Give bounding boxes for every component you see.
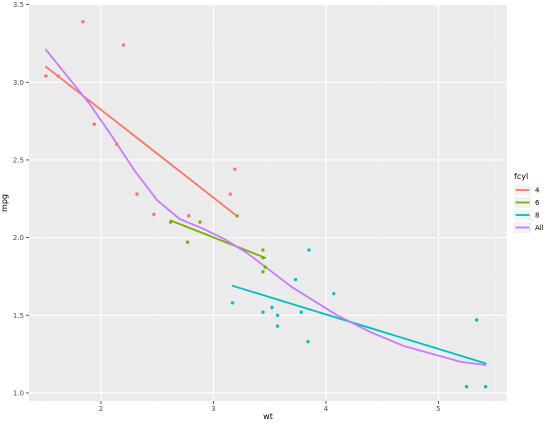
data-point-8 [261,310,265,314]
y-tick-label: 2.5 [13,156,24,164]
data-point-8 [474,318,479,322]
data-points [44,20,488,389]
data-point-4 [228,192,233,196]
legend: fcyl 4 6 8 All [514,172,544,233]
data-point-6 [169,220,173,224]
data-point-6 [185,240,190,244]
y-tick-label: 1.5 [13,312,24,320]
data-point-8 [299,310,303,314]
x-tick-label: 5 [436,405,440,413]
data-point-8 [306,339,310,344]
data-point-8 [270,305,274,310]
data-point-4 [115,142,119,147]
fit-line-8 [231,284,487,365]
data-point-4 [121,43,126,47]
data-point-4 [135,192,139,196]
data-point-4 [233,167,237,171]
x-tick-label: 3 [211,405,215,413]
legend-label: All [535,224,544,232]
data-point-8 [307,248,311,252]
data-point-4 [187,214,191,218]
data-point-4 [92,122,96,126]
data-point-6 [263,265,267,269]
y-tick-label: 3.5 [13,1,24,9]
data-point-6 [261,270,265,274]
data-point-4 [44,74,48,78]
y-axis-title: mpg [0,194,9,212]
y-tick-label: 2.0 [13,234,24,242]
minor-grid [29,4,507,401]
legend-label: 4 [535,187,540,195]
fit-lines [45,48,487,366]
data-point-6 [198,220,202,224]
y-axis-ticks: 1.0 1.5 2.0 2.5 3.0 3.5 [13,1,29,397]
data-point-8 [332,291,336,296]
plot-panel [29,4,507,401]
x-axis-ticks: 2 3 4 5 [99,401,441,413]
x-tick-label: 4 [324,405,329,413]
data-point-8 [293,277,298,282]
x-axis-title: wt [263,412,273,421]
data-point-8 [275,324,280,328]
y-tick-label: 1.0 [13,389,24,397]
data-point-8 [275,313,280,317]
data-point-4 [152,212,156,217]
data-point-4 [56,74,60,78]
x-tick-label: 2 [99,405,103,413]
major-grid [29,4,507,401]
fit-line-6 [169,219,267,259]
data-point-6 [261,256,265,260]
legend-title: fcyl [514,172,528,181]
data-point-6 [235,214,239,218]
data-point-8 [230,301,235,305]
fit-line-4 [45,65,236,216]
data-point-8 [483,385,488,389]
legend-label: 8 [535,212,539,220]
data-point-8 [464,385,469,389]
fit-line-all [45,48,487,366]
legend-label: 6 [535,199,540,207]
data-point-6 [261,248,265,252]
y-tick-label: 3.0 [13,79,24,87]
data-point-4 [81,20,85,24]
